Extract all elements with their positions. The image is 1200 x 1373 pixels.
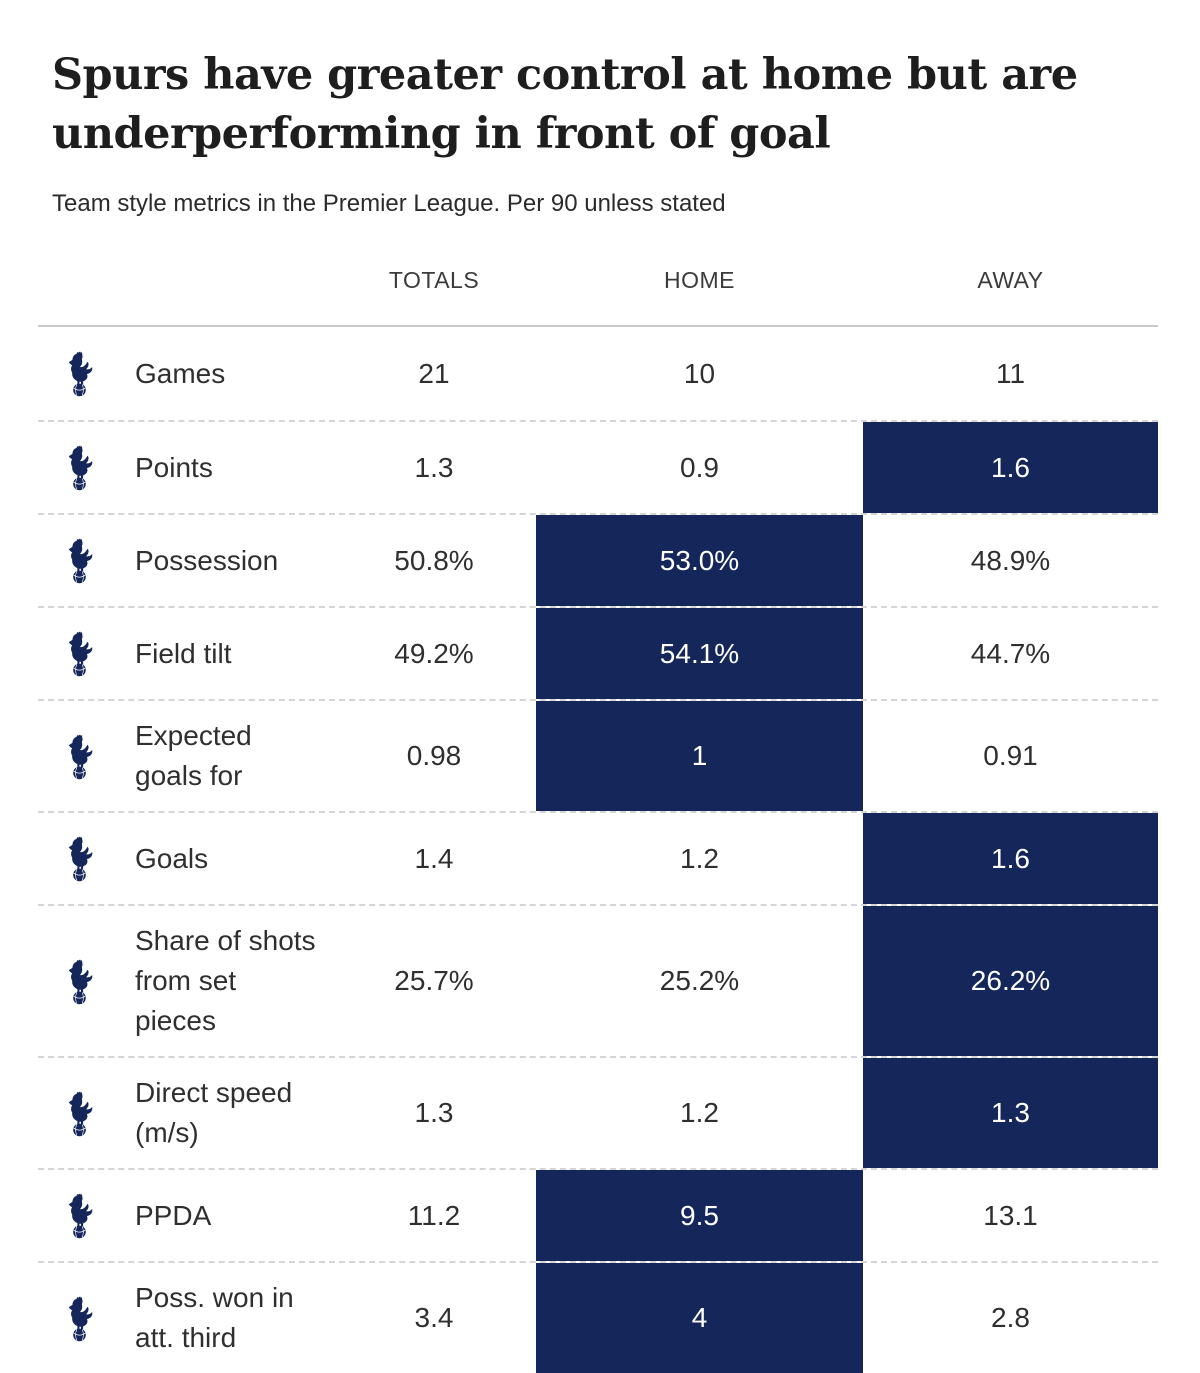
metric-label: Direct speed (m/s)	[135, 1077, 293, 1148]
metric-label: Games	[135, 357, 226, 389]
cell-away: 44.7%	[970, 637, 1051, 669]
cell-home: 54.1%	[536, 608, 863, 699]
cell-totals: 0.98	[406, 740, 462, 771]
cell-totals: 49.2%	[394, 637, 474, 669]
cell-totals: 1.3	[414, 451, 454, 483]
header-spacer-label-col	[135, 252, 332, 309]
table-row: Expected goals for 0.98 1 0.91	[38, 699, 1158, 811]
table-row: PPDA 11.2 9.5 13.1	[38, 1168, 1158, 1261]
team-badge-icon	[38, 608, 135, 699]
table-row: Goals 1.4 1.2 1.6	[38, 811, 1158, 904]
cell-away: 0.91	[983, 740, 1038, 771]
team-badge-icon	[38, 906, 135, 1056]
cell-totals: 1.4	[414, 842, 454, 874]
metric-label: Points	[135, 451, 213, 483]
page-title: Spurs have greater control at home but a…	[52, 50, 1078, 159]
cell-totals: 21	[418, 357, 450, 389]
cell-away: 1.6	[863, 422, 1158, 513]
cell-away: 48.9%	[970, 544, 1051, 576]
table-row: Field tilt 49.2% 54.1% 44.7%	[38, 606, 1158, 699]
cell-home: 25.2%	[659, 965, 740, 996]
cell-totals: 3.4	[414, 1302, 454, 1333]
metric-label: Share of shots from set pieces	[135, 925, 316, 1036]
team-badge-icon	[38, 1058, 135, 1168]
table-header-row: TOTALS HOME AWAY	[38, 252, 1158, 327]
table-row: Possession 50.8% 53.0% 48.9%	[38, 513, 1158, 606]
cell-totals: 11.2	[407, 1199, 461, 1231]
table-body: Games 21 10 11 Points 1.3 0.9 1.6	[38, 327, 1158, 1373]
cell-away: 1.6	[863, 813, 1158, 904]
cell-home: 10	[683, 357, 716, 389]
cell-away: 1.3	[863, 1058, 1158, 1168]
cell-away: 26.2%	[863, 906, 1158, 1056]
col-header-totals: TOTALS	[388, 267, 480, 293]
cell-totals: 25.7%	[394, 965, 474, 996]
header-spacer-icon-col	[38, 252, 135, 309]
team-badge-icon	[38, 515, 135, 606]
cell-away: 2.8	[991, 1302, 1030, 1333]
page-subtitle: Team style metrics in the Premier League…	[52, 190, 726, 217]
cell-home: 4	[536, 1263, 863, 1373]
team-badge-icon	[38, 422, 135, 513]
table-row: Direct speed (m/s) 1.3 1.2 1.3	[38, 1056, 1158, 1168]
cell-home: 1.2	[680, 842, 719, 874]
metric-label: PPDA	[135, 1199, 212, 1231]
metrics-table: TOTALS HOME AWAY Games 21 10 11	[38, 252, 1158, 1373]
metric-label: Possession	[135, 544, 279, 576]
table-row: Share of shots from set pieces 25.7% 25.…	[38, 904, 1158, 1056]
col-header-home: HOME	[664, 267, 735, 293]
cell-home: 9.5	[536, 1170, 863, 1261]
team-badge-icon	[38, 1263, 135, 1373]
cell-away: 13.1	[983, 1199, 1038, 1231]
cell-home: 1	[536, 701, 863, 811]
team-badge-icon	[38, 327, 135, 420]
metric-label: Field tilt	[135, 637, 232, 669]
table-row: Poss. won in att. third 3.4 4 2.8	[38, 1261, 1158, 1373]
metric-label: Expected goals for	[135, 720, 252, 791]
cell-away: 11	[995, 357, 1026, 389]
cell-totals: 50.8%	[394, 544, 474, 576]
team-badge-icon	[38, 701, 135, 811]
cell-home: 0.9	[680, 451, 719, 483]
team-badge-icon	[38, 813, 135, 904]
team-badge-icon	[38, 1170, 135, 1261]
metric-label: Goals	[135, 842, 209, 874]
col-header-away: AWAY	[977, 267, 1044, 293]
table-row: Points 1.3 0.9 1.6	[38, 420, 1158, 513]
cell-home: 53.0%	[536, 515, 863, 606]
cell-totals: 1.3	[414, 1097, 454, 1128]
table-row: Games 21 10 11	[38, 327, 1158, 420]
metric-label: Poss. won in att. third	[135, 1282, 294, 1353]
cell-home: 1.2	[680, 1097, 719, 1128]
